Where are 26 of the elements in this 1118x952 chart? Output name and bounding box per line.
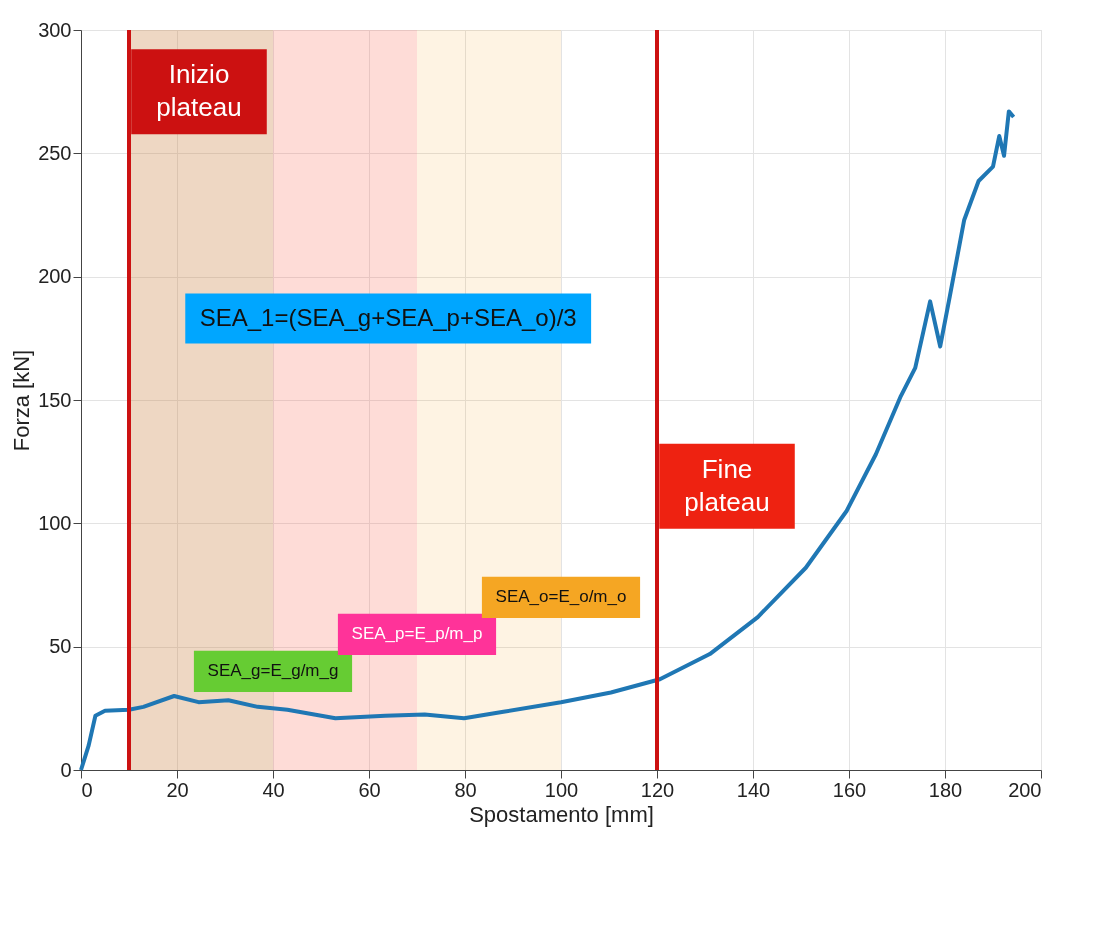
- y-tick-label: 0: [60, 758, 72, 781]
- y-tick-label: 200: [38, 265, 72, 288]
- y-tick-label: 300: [38, 18, 72, 41]
- y-tick-label: 50: [49, 635, 72, 658]
- x-tick-label: 100: [544, 778, 579, 801]
- annotation: SEA_1=(SEA_g+SEA_p+SEA_o)/3: [199, 303, 577, 331]
- x-tick-label: 180: [928, 778, 963, 801]
- x-tick-label: 80: [454, 778, 477, 801]
- y-tick-label: 150: [38, 388, 72, 411]
- x-axis-title: Spostamento [mm]: [469, 801, 654, 827]
- x-tick-label: 20: [166, 778, 189, 801]
- ref-line-label: Fine plateau: [684, 454, 770, 517]
- band-label: SEA_p=E_p/m_p: [351, 624, 483, 644]
- x-tick-label: 0: [81, 778, 93, 801]
- ref-line-label: Inizio plateau: [156, 59, 242, 122]
- x-tick-label: 40: [262, 778, 285, 801]
- x-tick-label: 140: [736, 778, 771, 801]
- x-tick-label: 120: [640, 778, 675, 801]
- y-tick-label: 250: [38, 141, 72, 164]
- x-tick-label: 200: [1008, 778, 1042, 801]
- band-label: SEA_g=E_g/m_g: [207, 661, 339, 681]
- y-axis-title: Forza [kN]: [9, 349, 35, 452]
- x-tick-label: 160: [832, 778, 867, 801]
- y-tick-label: 100: [38, 511, 72, 534]
- x-tick-label: 60: [358, 778, 381, 801]
- band-label: SEA_o=E_o/m_o: [495, 587, 627, 607]
